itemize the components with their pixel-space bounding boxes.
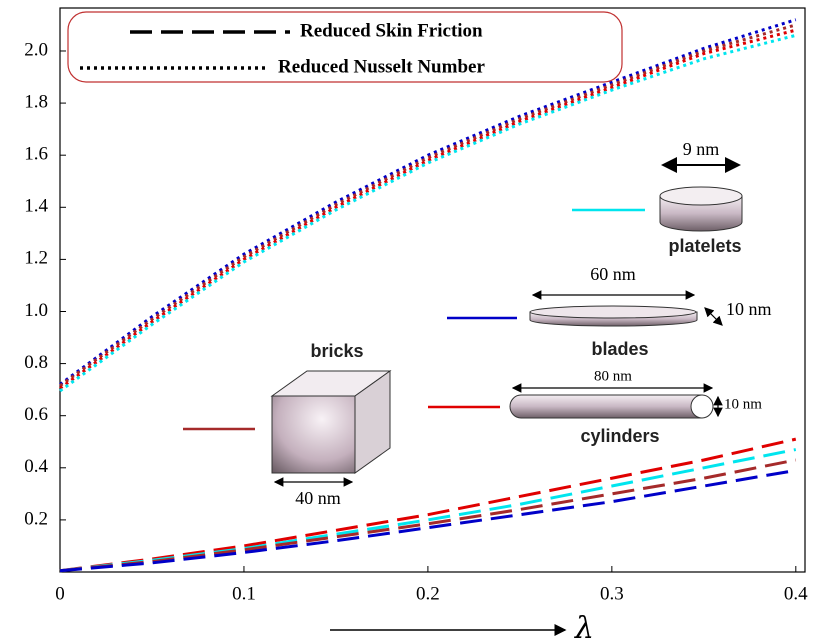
y-tick-label: 1.0 xyxy=(24,300,48,321)
legend-label: Reduced Skin Friction xyxy=(300,20,483,41)
x-tick-label: 0.1 xyxy=(232,583,256,604)
dimension-label: 9 nm xyxy=(683,139,720,159)
x-tick-label: 0.3 xyxy=(600,583,624,604)
y-tick-label: 0.4 xyxy=(24,456,48,477)
x-axis-label: λ xyxy=(574,611,594,643)
dimension-label: 80 nm xyxy=(594,368,632,384)
plot-area xyxy=(60,20,796,572)
y-tick-label: 1.6 xyxy=(24,144,48,165)
platelet-shape xyxy=(660,165,742,231)
x-tick-label: 0 xyxy=(55,583,65,604)
dimension-label: 40 nm xyxy=(295,488,341,508)
data-line xyxy=(60,439,796,571)
chart: Reduced Skin Friction Reduced Nusselt Nu… xyxy=(0,0,818,643)
shape-label: cylinders xyxy=(580,426,659,446)
shape-label: bricks xyxy=(310,341,363,361)
shape-label: blades xyxy=(591,339,648,359)
brick-shape xyxy=(272,371,390,482)
shape-label: platelets xyxy=(668,236,741,256)
y-tick-label: 2.0 xyxy=(24,39,48,60)
data-line xyxy=(60,450,796,571)
dimension-label: 10 nm xyxy=(724,396,762,412)
dimension-label: 10 nm xyxy=(726,299,772,319)
y-tick-label: 0.8 xyxy=(24,352,48,373)
x-tick-label: 0.4 xyxy=(784,583,808,604)
y-tick-label: 0.6 xyxy=(24,404,48,425)
legend-label: Reduced Nusselt Number xyxy=(278,56,485,77)
blade-shape xyxy=(530,295,722,326)
dimension-label: 60 nm xyxy=(590,264,636,284)
y-tick-label: 1.2 xyxy=(24,248,48,269)
y-tick-label: 1.4 xyxy=(24,196,48,217)
x-tick-label: 0.2 xyxy=(416,583,440,604)
cylinder-shape xyxy=(510,388,718,418)
y-tick-label: 1.8 xyxy=(24,91,48,112)
y-tick-label: 0.2 xyxy=(24,508,48,529)
